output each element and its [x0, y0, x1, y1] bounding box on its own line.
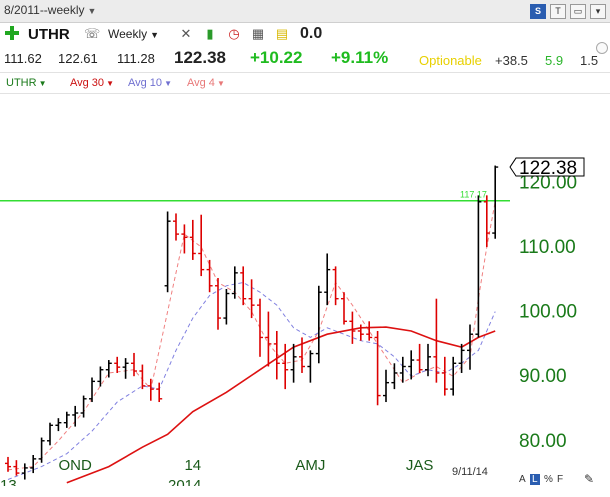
window-controls: S T ▭ ▾	[530, 4, 606, 19]
collapse-toggle-icon[interactable]	[596, 42, 608, 54]
high-price: 122.61	[58, 51, 98, 66]
window-titlebar: 8/2011--weekly ▼ S T ▭ ▾	[0, 0, 610, 23]
note-icon[interactable]: ▤	[275, 26, 289, 41]
legend-avg30-text: Avg 30	[70, 77, 105, 89]
last-price-label: 122.38	[519, 158, 577, 179]
x-year-label: 2014	[168, 477, 201, 486]
y-tick-label: 90.00	[519, 366, 567, 387]
footer-date: 9/11/14	[452, 466, 488, 478]
legend-avg30-dropdown-icon: ▼	[106, 79, 114, 88]
candle-style-icon[interactable]: ▮	[206, 26, 214, 41]
y-tick-label: 100.00	[519, 302, 577, 323]
window-title-text: 8/2011--weekly	[4, 3, 85, 17]
title-dropdown-icon[interactable]: ▼	[87, 6, 97, 16]
alarm-clock-icon[interactable]: ◷	[228, 26, 240, 41]
legend-symbol-text: UTHR	[6, 77, 37, 89]
tools-icon[interactable]: ✕	[180, 26, 192, 41]
legend-avg4[interactable]: Avg 4 ▼	[187, 77, 225, 89]
avg30-line	[66, 326, 496, 484]
footer-button-a[interactable]: A	[519, 474, 526, 485]
footer-button-percent[interactable]: %	[544, 474, 553, 485]
legend-symbol-dropdown-icon: ▼	[38, 79, 47, 88]
footer-button-f[interactable]: F	[557, 474, 564, 485]
stat-three: 1.5	[580, 53, 599, 68]
quote-line: 111.62 122.61 111.28 122.38 +10.22 +9.11…	[0, 48, 610, 70]
edit-pencil-icon[interactable]: ✎	[584, 472, 595, 486]
legend-avg10-dropdown-icon: ▼	[164, 79, 172, 88]
legend-symbol[interactable]: UTHR ▼	[6, 77, 46, 89]
optionable-label: Optionable	[419, 53, 482, 68]
y-tick-label: 80.00	[519, 431, 567, 452]
x-year-label: 13	[0, 477, 17, 486]
phone-icon[interactable]: ☏	[84, 26, 101, 41]
open-price: 111.62	[4, 51, 42, 66]
legend-avg30[interactable]: Avg 30 ▼	[70, 77, 114, 89]
low-price: 111.28	[117, 51, 155, 66]
window-title[interactable]: 8/2011--weekly ▼	[4, 3, 96, 17]
text-toggle-icon[interactable]: T	[550, 4, 566, 19]
last-price-box	[509, 157, 585, 177]
s-link-icon[interactable]: S	[530, 4, 546, 19]
add-symbol-icon[interactable]	[4, 25, 20, 41]
x-tick-label: AMJ	[295, 457, 325, 474]
stat-two: 5.9	[545, 53, 564, 68]
stat-one: +38.5	[495, 53, 528, 68]
x-tick-label: 14	[184, 457, 201, 474]
legend-avg10-text: Avg 10	[128, 77, 163, 89]
y-tick-label: 110.00	[519, 237, 576, 258]
avg10-line	[7, 281, 496, 480]
change-percent: +9.11%	[331, 48, 389, 67]
period-value: Weekly	[108, 27, 148, 41]
change-value: +10.22	[250, 48, 303, 67]
last-price: 122.38	[174, 48, 226, 67]
x-tick-label: OND	[59, 457, 93, 474]
indicator-legend: UTHR ▼ Avg 30 ▼ Avg 10 ▼ Avg 4 ▼	[0, 72, 610, 94]
chart-toolbar: UTHR ☏ Weekly ▼ ✕ ▮ ◷ ▦ ▤ 0.0	[0, 23, 610, 47]
symbol-label[interactable]: UTHR	[28, 26, 70, 43]
legend-avg10[interactable]: Avg 10 ▼	[128, 77, 172, 89]
toolbar-change-value: 0.0	[300, 25, 323, 42]
legend-avg4-dropdown-icon: ▼	[216, 79, 225, 88]
footer-button-l[interactable]: L	[530, 474, 540, 485]
minimize-icon[interactable]: ▭	[570, 4, 586, 19]
y-tick-label: 120.00	[519, 172, 577, 193]
resistance-line-label: 117.17	[460, 190, 487, 200]
calculator-icon[interactable]: ▦	[251, 26, 265, 41]
period-select[interactable]: Weekly ▼	[108, 27, 159, 41]
legend-avg4-text: Avg 4	[187, 77, 215, 89]
period-dropdown-icon: ▼	[150, 30, 160, 40]
x-tick-label: JAS	[406, 457, 434, 474]
price-chart[interactable]: 117.17 80.00 90.00 100.00 110.00 120.00122.38…	[0, 92, 610, 486]
close-icon[interactable]: ▾	[590, 4, 606, 19]
